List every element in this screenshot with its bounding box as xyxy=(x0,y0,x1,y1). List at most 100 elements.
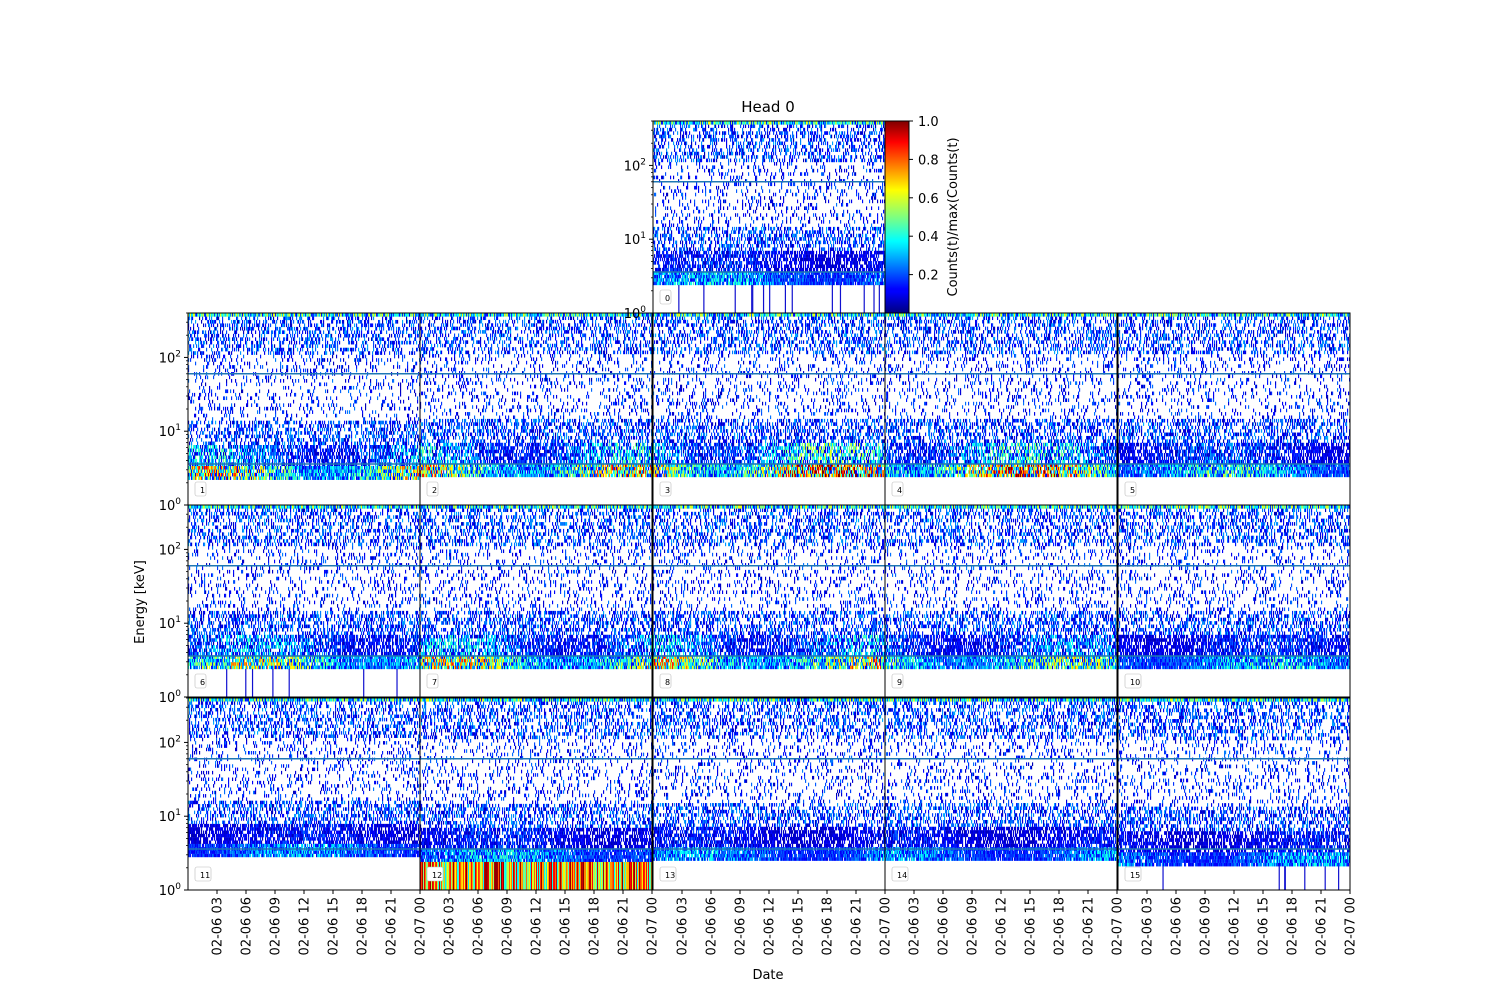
x-tick-label: 02-06 18 xyxy=(821,897,836,955)
colorbar-tick-label: 1.0 xyxy=(918,115,939,130)
y-tick-label: 101 xyxy=(159,423,181,440)
panel-12-cells xyxy=(420,698,652,890)
panel-5-cells xyxy=(1118,313,1350,477)
y-axis-row-1: 100 101 102 xyxy=(159,313,188,514)
x-tick-label: 02-06 09 xyxy=(501,897,516,955)
x-tick-label: 02-06 12 xyxy=(995,897,1010,955)
colorbar-tick-label: 0.6 xyxy=(918,192,939,207)
panel-label: 4 xyxy=(897,486,902,495)
panel-11: 11 xyxy=(188,698,420,890)
panel-15-cells xyxy=(1118,698,1350,866)
panel-label: 8 xyxy=(665,678,670,687)
panel-13: 13 xyxy=(653,698,885,890)
panel-6-cells xyxy=(188,505,420,669)
panel-12: 12 xyxy=(420,698,652,890)
panel-13-cells xyxy=(653,698,885,861)
panel-label: 10 xyxy=(1130,678,1140,687)
panel-label: 3 xyxy=(665,486,670,495)
x-tick-label: 02-07 00 xyxy=(646,897,661,955)
x-tick-label: 02-06 12 xyxy=(298,897,313,955)
panel-9-cells xyxy=(885,505,1117,669)
x-tick-label: 02-06 03 xyxy=(676,897,691,955)
panel-6-spikes xyxy=(227,669,397,697)
y-tick-label: 101 xyxy=(159,808,181,825)
panel-2: 2 xyxy=(420,313,652,505)
panel-7: 7 xyxy=(420,505,652,697)
x-tick-label: 02-06 03 xyxy=(211,897,226,955)
panel-4: 4 xyxy=(885,313,1117,505)
panel-3-cells xyxy=(653,313,885,477)
x-tick-label: 02-06 06 xyxy=(472,897,487,955)
y-tick-label: 100 xyxy=(159,497,182,514)
x-tick-label: 02-07 00 xyxy=(879,897,894,955)
x-tick-label: 02-06 18 xyxy=(588,897,603,955)
x-tick-label: 02-06 09 xyxy=(734,897,749,955)
x-tick-label: 02-06 09 xyxy=(269,897,284,955)
colorbar-tick-label: 0.4 xyxy=(918,230,939,245)
panel-label: 15 xyxy=(1130,871,1140,880)
panel-label: 2 xyxy=(432,486,437,495)
x-axis: 02-06 03 02-06 06 02-06 09 02-06 12 02-06 15… xyxy=(211,890,1359,955)
x-tick-label: 02-06 15 xyxy=(327,897,342,955)
y-tick-label: 100 xyxy=(159,882,182,899)
colorbar-tick-label: 0.8 xyxy=(918,153,939,168)
x-tick-label: 02-07 00 xyxy=(1111,897,1126,955)
y-tick-label: 102 xyxy=(159,734,181,751)
x-tick-label: 02-06 15 xyxy=(1257,897,1272,955)
panel-0-cells xyxy=(653,121,885,285)
colorbar-gradient xyxy=(885,121,909,313)
panel-8-cells xyxy=(653,505,885,669)
x-axis-label: Date xyxy=(752,968,783,983)
panel-0: 0 xyxy=(653,121,885,313)
y-tick-label: 102 xyxy=(624,157,646,174)
panel-label: 7 xyxy=(432,678,437,687)
chart-title: Head 0 xyxy=(741,98,795,116)
x-tick-label: 02-06 15 xyxy=(792,897,807,955)
y-tick-label: 100 xyxy=(159,689,182,706)
panel-label: 0 xyxy=(665,294,670,303)
panel-1: 1 xyxy=(188,313,420,505)
x-tick-label: 02-06 09 xyxy=(1199,897,1214,955)
colorbar-ticks: 0.2 0.4 0.6 0.8 1.0 xyxy=(909,115,939,284)
panel-label: 1 xyxy=(200,486,205,495)
panel-9: 9 xyxy=(885,505,1117,697)
y-tick-label: 101 xyxy=(624,231,646,248)
panel-14: 14 xyxy=(885,698,1117,890)
x-tick-label: 02-06 06 xyxy=(937,897,952,955)
panel-label: 5 xyxy=(1130,486,1135,495)
colorbar: 0.20.40.60.81.0 Counts(t)/max(Counts(t) xyxy=(885,115,961,313)
colorbar-tick-label: 0.2 xyxy=(918,269,939,284)
panel-14-cells xyxy=(885,698,1117,861)
panel-7-cells xyxy=(420,505,652,669)
y-tick-label: 102 xyxy=(159,349,181,366)
x-tick-label: 02-06 03 xyxy=(908,897,923,955)
x-tick-label: 02-06 15 xyxy=(1024,897,1039,955)
x-tick-label: 02-06 21 xyxy=(385,897,400,955)
panel-8: 8 xyxy=(653,505,885,697)
x-tick-label: 02-06 09 xyxy=(966,897,981,955)
x-tick-label: 02-06 06 xyxy=(1170,897,1185,955)
y-axis-row-3: 100 101 102 xyxy=(159,698,188,899)
panel-label: 9 xyxy=(897,678,902,687)
y-tick-label: 100 xyxy=(624,305,647,322)
y-axis-top: 100 101 102 xyxy=(624,121,653,322)
x-tick-label: 02-06 21 xyxy=(850,897,865,955)
x-tick-label: 02-06 21 xyxy=(1315,897,1330,955)
panel-11-cells xyxy=(188,698,420,857)
panel-10: 10 xyxy=(1118,505,1350,697)
x-tick-label: 02-06 12 xyxy=(763,897,778,955)
y-axis-label: Energy [keV] xyxy=(133,560,148,644)
panel-label: 13 xyxy=(665,871,675,880)
panel-label: 14 xyxy=(897,871,907,880)
panel-label: 6 xyxy=(200,678,205,687)
x-tick-label: 02-06 21 xyxy=(1082,897,1097,955)
x-tick-label: 02-06 18 xyxy=(1286,897,1301,955)
panel-3: 3 xyxy=(653,313,885,505)
panel-10-cells xyxy=(1118,505,1350,669)
panel-label: 11 xyxy=(200,871,210,880)
x-tick-label: 02-06 06 xyxy=(240,897,255,955)
panel-4-cells xyxy=(885,313,1117,477)
x-tick-label: 02-06 12 xyxy=(530,897,545,955)
